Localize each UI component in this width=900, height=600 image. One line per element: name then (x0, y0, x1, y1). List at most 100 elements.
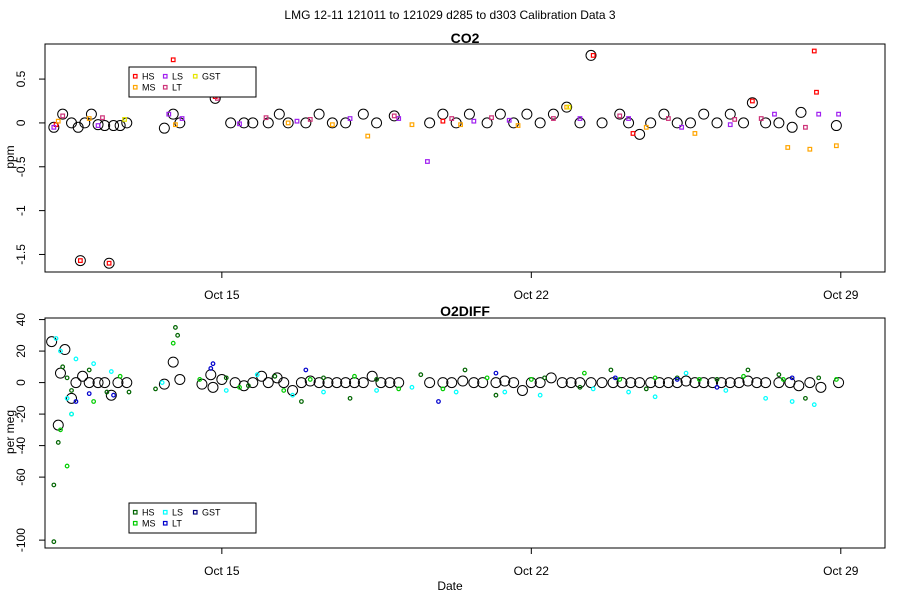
o2diff-point-hs (745, 367, 751, 373)
o2diff-average-point (499, 375, 511, 387)
co2-point-lt (732, 117, 738, 122)
o2diff-y-tick-label: 40 (14, 313, 28, 327)
co2-average-point (658, 108, 670, 120)
o2diff-average-point (446, 377, 458, 389)
o2diff-average-point (66, 392, 78, 404)
o2diff-point-hs (776, 372, 782, 378)
co2-legend-label-ls: LS (172, 72, 183, 82)
o2diff-average-point (99, 377, 111, 389)
o2diff-point-ls (64, 395, 70, 401)
o2diff-point-ls (374, 388, 379, 393)
co2-average-point (158, 122, 170, 134)
co2-y-tick-label: -0.5 (14, 156, 28, 177)
o2diff-average-point (715, 377, 727, 389)
o2diff-point-hs (51, 539, 57, 545)
co2-point-ms (409, 122, 415, 128)
o2diff-point-ms (307, 377, 313, 382)
o2diff-legend-label-ms: MS (142, 519, 156, 529)
o2diff-point-hs (245, 383, 251, 389)
o2diff-x-tick-label: Oct 22 (514, 564, 550, 578)
o2diff-point-hs (299, 399, 304, 404)
o2diff-point-ls (91, 361, 97, 367)
o2diff-point-ms (91, 399, 97, 404)
co2-average-point (738, 117, 750, 129)
o2diff-average-point (680, 375, 692, 387)
co2-average-point (521, 108, 533, 120)
o2diff-legend-label-hs: HS (142, 508, 155, 518)
co2-average-point (300, 117, 312, 129)
co2-point-ls (166, 111, 172, 117)
co2-point-hs (749, 98, 755, 104)
o2diff-average-point (516, 384, 528, 396)
co2-data-marks (48, 48, 842, 269)
o2diff-axes: -100 -60 -40 -20 0 20 40 Oct 15 Oct 22 Oct 29 (14, 313, 859, 578)
o2diff-legend-label-gst: GST (202, 508, 221, 518)
co2-average-point (371, 117, 383, 129)
co2-average-point (74, 255, 86, 267)
o2diff-average-point (77, 370, 89, 382)
o2diff-point-ms (528, 377, 534, 382)
co2-average-point (273, 108, 285, 120)
co2-legend-label-lt: LT (172, 83, 182, 93)
o2diff-average-point (596, 377, 608, 389)
o2diff-point-ls (683, 370, 689, 376)
o2diff-average-point (662, 377, 674, 389)
o2diff-average-point (322, 377, 334, 389)
o2diff-point-hs (126, 389, 132, 395)
o2diff-point-ls (409, 384, 415, 390)
o2diff-point-lt (674, 377, 680, 382)
o2diff-average-point (698, 377, 710, 389)
o2diff-average-point (556, 377, 568, 389)
o2diff-point-ls (811, 402, 817, 408)
o2diff-point-hs (643, 386, 649, 392)
o2diff-point-ls (723, 388, 729, 393)
o2diff-point-ls (69, 411, 74, 417)
o2diff-point-ms (484, 375, 490, 381)
o2diff-point-lt (208, 366, 214, 371)
co2-average-point (340, 117, 352, 129)
co2-point-ms (515, 123, 521, 128)
o2diff-average-point (158, 378, 170, 390)
co2-point-ls (772, 111, 777, 117)
co2-point-ms (833, 143, 839, 149)
co2-average-point (508, 117, 520, 129)
o2diff-average-point (207, 381, 219, 393)
co2-average-point (92, 119, 104, 131)
co2-legend-swatch-lt (162, 84, 168, 90)
o2diff-average-point (833, 377, 845, 389)
co2-average-point (698, 108, 710, 120)
co2-average-point (463, 108, 475, 120)
co2-average-point (103, 257, 115, 269)
co2-point-lt (551, 116, 556, 121)
o2diff-average-point (313, 377, 325, 389)
co2-average-point (108, 120, 120, 132)
o2diff-point-ms (58, 427, 63, 433)
co2-average-point (494, 108, 506, 120)
o2diff-point-lt (210, 361, 216, 367)
o2diff-average-point (340, 377, 352, 389)
o2diff-legend-label-ls: LS (172, 508, 183, 518)
o2diff-legend-swatch-ms (132, 520, 138, 526)
o2diff-point-hs (175, 332, 181, 338)
o2diff-point-hs (173, 325, 178, 330)
o2diff-average-point (457, 375, 469, 387)
co2-point-ls (626, 116, 631, 121)
co2-x-tick-label: Oct 29 (823, 288, 859, 302)
co2-point-lt (100, 115, 105, 121)
co2-average-point (534, 117, 546, 129)
o2diff-point-hs (542, 375, 547, 381)
co2-average-point (79, 117, 91, 129)
co2-point-lt (758, 116, 764, 121)
co2-average-point (596, 117, 608, 129)
co2-point-ls (577, 116, 583, 121)
o2diff-average-point (112, 377, 124, 389)
o2diff-average-point (331, 377, 343, 389)
co2-point-ls (836, 111, 841, 117)
o2diff-average-point (375, 377, 387, 389)
co2-average-point (684, 117, 696, 129)
o2diff-average-point (742, 375, 754, 387)
o2diff-point-ls (502, 389, 508, 395)
co2-point-ms (643, 124, 649, 130)
